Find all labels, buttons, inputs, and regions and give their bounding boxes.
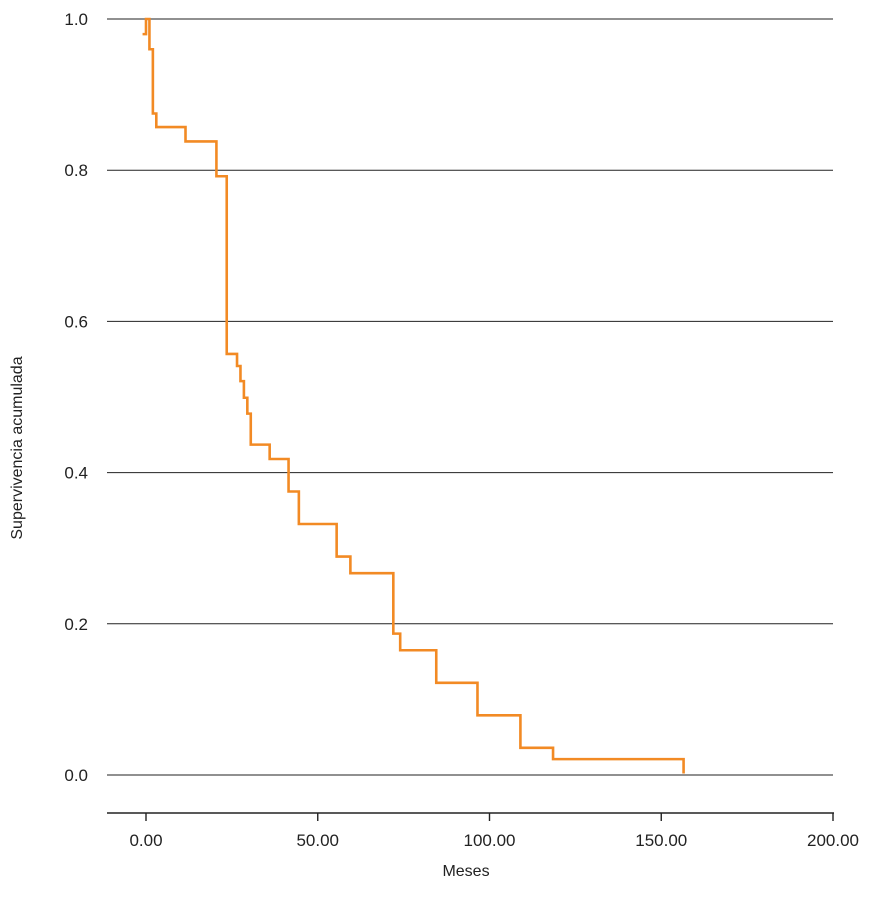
x-tick-label: 100.00 bbox=[464, 831, 516, 850]
y-tick-label: 0.4 bbox=[64, 464, 88, 483]
x-axis-label: Meses bbox=[442, 863, 489, 880]
x-tick-label: 200.00 bbox=[807, 831, 859, 850]
y-tick-label: 0.0 bbox=[64, 766, 88, 785]
y-tick-label: 0.2 bbox=[64, 615, 88, 634]
x-tick-label: 150.00 bbox=[635, 831, 687, 850]
y-axis-label: Supervivencia acumulada bbox=[9, 356, 26, 539]
y-axis-ticks: 0.0 0.2 0.4 0.6 0.8 1.0 bbox=[64, 10, 88, 785]
y-tick-label: 0.6 bbox=[64, 312, 88, 331]
y-tick-label: 0.8 bbox=[64, 161, 88, 180]
series-group bbox=[142, 17, 685, 774]
x-axis: 0.00 50.00 100.00 150.00 200.00 bbox=[107, 812, 859, 850]
grid-lines bbox=[107, 18, 833, 776]
y-tick-label: 1.0 bbox=[64, 10, 88, 29]
x-tick-label: 50.00 bbox=[296, 831, 339, 850]
x-tick-label: 0.00 bbox=[129, 831, 162, 850]
survival-step-line bbox=[142, 17, 685, 774]
